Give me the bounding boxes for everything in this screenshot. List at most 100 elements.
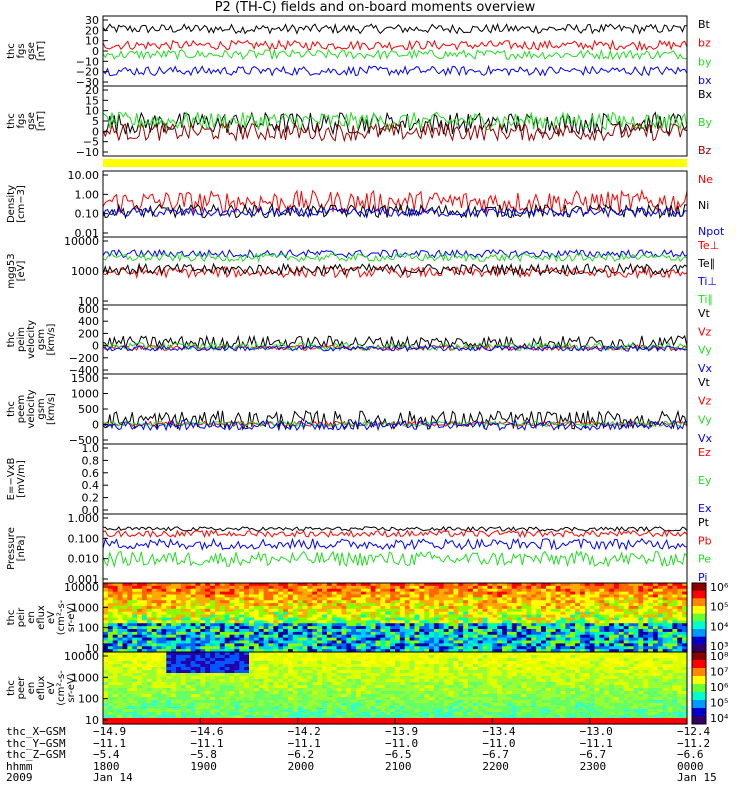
heatmap-cell	[599, 679, 605, 683]
heatmap-cell	[360, 594, 367, 598]
heatmap-cell	[433, 583, 440, 587]
colorbar-tick-label: 10⁴	[710, 620, 729, 633]
heatmap-cell	[253, 617, 260, 621]
heatmap-cell	[268, 640, 274, 644]
heatmap-cell	[628, 694, 635, 698]
heatmap-cell	[487, 583, 493, 587]
heatmap-cell	[502, 658, 508, 662]
heatmap-cell	[112, 585, 119, 590]
heatmap-cell	[195, 664, 201, 668]
heatmap-cell	[463, 646, 469, 650]
heatmap-cell	[137, 585, 143, 590]
heatmap-cell	[161, 588, 167, 593]
heatmap-cell	[550, 614, 557, 619]
heatmap-cell	[550, 637, 557, 642]
heatmap-cell	[443, 603, 450, 607]
heatmap-cell	[205, 670, 211, 674]
heatmap-cell	[360, 606, 367, 610]
heatmap-cell	[171, 667, 177, 671]
heatmap-cell	[210, 594, 216, 598]
heatmap-cell	[141, 661, 148, 665]
heatmap-cell	[341, 634, 347, 639]
heatmap-cell	[356, 588, 362, 593]
heatmap-cell	[365, 676, 372, 680]
heatmap-cell	[244, 694, 250, 698]
heatmap-cell	[657, 603, 664, 607]
heatmap-cell	[351, 591, 357, 596]
heatmap-cell	[107, 629, 114, 633]
heatmap-cell	[472, 676, 479, 680]
heatmap-cell	[541, 623, 547, 627]
legend-by: by	[698, 55, 712, 68]
heatmap-cell	[127, 673, 133, 677]
heatmap-cell	[224, 676, 231, 680]
heatmap-cell	[443, 637, 450, 642]
heatmap-cell	[117, 673, 124, 677]
heatmap-cell	[433, 585, 440, 590]
heatmap-cell	[292, 658, 299, 662]
legend-Ne: Ne	[698, 173, 713, 186]
heatmap-cell	[652, 688, 659, 692]
heatmap-cell	[273, 691, 279, 695]
heatmap-cell	[463, 688, 469, 692]
heatmap-cell	[176, 629, 182, 633]
heatmap-cell	[599, 614, 605, 619]
heatmap-cell	[409, 608, 416, 613]
heatmap-cell	[545, 600, 552, 604]
heatmap-cell	[229, 640, 235, 644]
heatmap-cell	[487, 661, 493, 665]
heatmap-cell	[317, 670, 323, 674]
heatmap-cell	[360, 603, 367, 607]
heatmap-cell	[326, 591, 333, 596]
heatmap-cell	[424, 585, 430, 590]
heatmap-cell	[550, 697, 557, 701]
heatmap-cell	[283, 606, 289, 610]
heatmap-cell	[643, 691, 649, 695]
heatmap-cell	[141, 676, 148, 680]
heatmap-cell	[176, 623, 182, 627]
heatmap-cell	[614, 667, 620, 671]
heatmap-cell	[643, 588, 649, 593]
heatmap-cell	[399, 679, 406, 683]
heatmap-cell	[375, 583, 381, 587]
heatmap-cell	[151, 611, 158, 616]
heatmap-cell	[560, 640, 566, 644]
heatmap-cell	[667, 658, 673, 662]
heatmap-cell	[161, 676, 167, 680]
heatmap-cell	[180, 652, 187, 656]
heatmap-cell	[618, 691, 625, 695]
heatmap-cell	[438, 649, 445, 653]
heatmap-cell	[278, 694, 284, 698]
heatmap-cell	[438, 614, 445, 619]
heatmap-cell	[511, 682, 518, 686]
heatmap-cell	[682, 611, 688, 616]
heatmap-cell	[180, 617, 187, 621]
heatmap-cell	[356, 694, 362, 698]
heatmap-cell	[643, 640, 649, 644]
heatmap-cell	[239, 620, 245, 624]
heatmap-cell	[531, 608, 537, 613]
series-line-Ni	[102, 202, 688, 220]
heatmap-cell	[185, 617, 192, 621]
heatmap-cell	[550, 667, 557, 671]
heatmap-cell	[132, 629, 138, 633]
heatmap-cell	[336, 691, 343, 695]
heatmap-cell	[545, 637, 552, 642]
heatmap-cell	[263, 634, 270, 639]
heatmap-cell	[356, 623, 362, 627]
heatmap-cell	[146, 606, 153, 610]
heatmap-cell	[492, 667, 498, 671]
heatmap-cell	[341, 597, 347, 601]
heatmap-cell	[536, 591, 542, 596]
heatmap-cell	[497, 588, 503, 593]
heatmap-cell	[443, 594, 450, 598]
heatmap-cell	[326, 597, 333, 601]
heatmap-cell	[589, 597, 596, 601]
heatmap-cell	[317, 617, 323, 621]
heatmap-cell	[618, 688, 625, 692]
heatmap-cell	[224, 626, 231, 630]
heatmap-cell	[623, 611, 630, 616]
heatmap-cell	[541, 603, 547, 607]
heatmap-cell	[594, 583, 600, 587]
heatmap-cell	[614, 611, 620, 616]
